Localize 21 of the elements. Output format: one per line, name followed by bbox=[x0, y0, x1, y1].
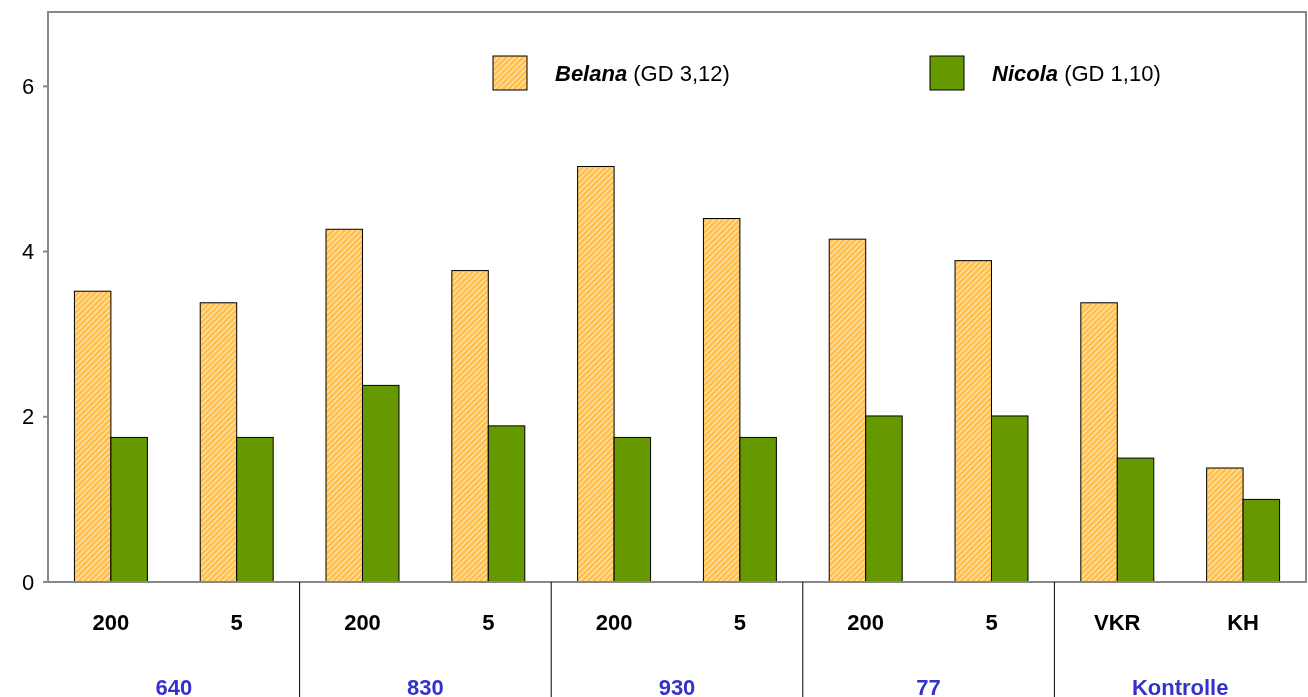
y-tick-label: 6 bbox=[21, 74, 35, 100]
y-tick-label: 4 bbox=[21, 239, 35, 265]
x-tick-label: 5 bbox=[482, 610, 495, 635]
x-tick-label: 5 bbox=[230, 610, 243, 635]
x-tick-label: 200 bbox=[344, 610, 381, 635]
x-tick-label: 200 bbox=[595, 610, 633, 635]
x-tick-label: 5 bbox=[985, 610, 998, 635]
y-tick-label: 2 bbox=[21, 404, 35, 430]
text: 830 bbox=[407, 675, 444, 697]
x-tick-label: 200 bbox=[92, 610, 130, 635]
x-tick-label: 5 bbox=[733, 610, 747, 635]
x-tick-label: 200 bbox=[847, 610, 885, 635]
text: Kontrolle bbox=[1131, 675, 1229, 697]
text: 640 bbox=[155, 675, 193, 697]
legend-label: Nicola (GD 1,10) bbox=[992, 61, 1161, 86]
legend-label: Belana (GD 3,12) bbox=[555, 61, 730, 86]
y-tick-label: 0 bbox=[21, 569, 35, 595]
text: 930 bbox=[658, 675, 696, 697]
text: 77 bbox=[916, 675, 941, 697]
x-tick-label: KH bbox=[1227, 610, 1259, 635]
x-tick-label: VKR bbox=[1094, 610, 1141, 635]
